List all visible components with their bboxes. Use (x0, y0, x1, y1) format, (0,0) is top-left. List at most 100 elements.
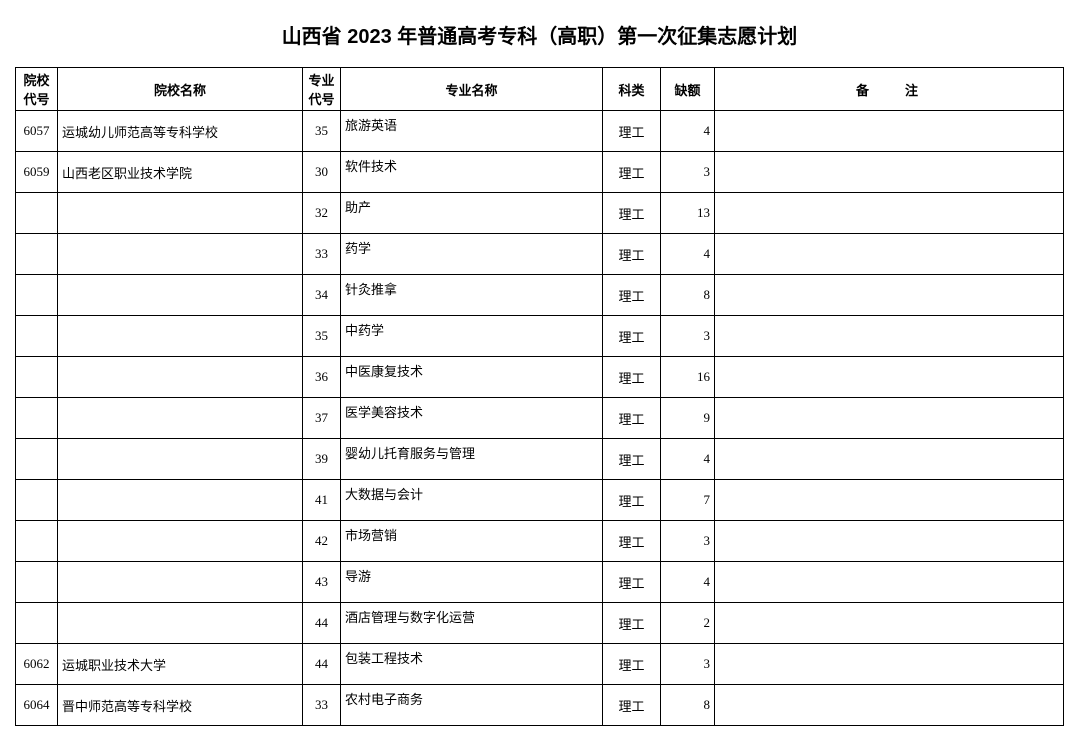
header-vacancy: 缺额 (661, 68, 715, 111)
cell-school-name (58, 603, 303, 644)
cell-school-code (16, 193, 58, 234)
cell-major-code: 37 (303, 398, 341, 439)
cell-major-code: 42 (303, 521, 341, 562)
cell-major-code: 44 (303, 644, 341, 685)
cell-major-code: 35 (303, 316, 341, 357)
table-row: 6064晋中师范高等专科学校33农村电子商务理工8 (16, 685, 1064, 726)
cell-vacancy: 7 (661, 480, 715, 521)
cell-vacancy: 8 (661, 275, 715, 316)
cell-school-code (16, 480, 58, 521)
cell-category: 理工 (603, 275, 661, 316)
table-row: 41大数据与会计理工7 (16, 480, 1064, 521)
cell-major-code: 30 (303, 152, 341, 193)
cell-major-code: 43 (303, 562, 341, 603)
cell-category: 理工 (603, 398, 661, 439)
cell-vacancy: 4 (661, 562, 715, 603)
header-major-name: 专业名称 (341, 68, 603, 111)
cell-school-code (16, 357, 58, 398)
cell-major-name: 药学 (341, 234, 603, 275)
cell-major-code: 34 (303, 275, 341, 316)
cell-major-name: 针灸推拿 (341, 275, 603, 316)
cell-school-name (58, 398, 303, 439)
table-row: 39婴幼儿托育服务与管理理工4 (16, 439, 1064, 480)
header-school-code: 院校代号 (16, 68, 58, 111)
cell-category: 理工 (603, 193, 661, 234)
cell-major-name: 中药学 (341, 316, 603, 357)
table-row: 44酒店管理与数字化运营理工2 (16, 603, 1064, 644)
cell-major-name: 大数据与会计 (341, 480, 603, 521)
cell-school-name (58, 275, 303, 316)
cell-major-name: 农村电子商务 (341, 685, 603, 726)
cell-major-code: 41 (303, 480, 341, 521)
enrollment-table: 院校代号 院校名称 专业代号 专业名称 科类 缺额 备注 6057运城幼儿师范高… (15, 67, 1064, 726)
table-body: 6057运城幼儿师范高等专科学校35旅游英语理工46059山西老区职业技术学院3… (16, 111, 1064, 726)
table-row: 32助产理工13 (16, 193, 1064, 234)
table-row: 6062运城职业技术大学44包装工程技术理工3 (16, 644, 1064, 685)
cell-school-name: 山西老区职业技术学院 (58, 152, 303, 193)
cell-major-code: 44 (303, 603, 341, 644)
table-row: 43导游理工4 (16, 562, 1064, 603)
cell-vacancy: 8 (661, 685, 715, 726)
cell-school-code (16, 275, 58, 316)
cell-major-name: 酒店管理与数字化运营 (341, 603, 603, 644)
cell-vacancy: 13 (661, 193, 715, 234)
cell-remark (715, 685, 1064, 726)
header-school-name: 院校名称 (58, 68, 303, 111)
table-row: 6059山西老区职业技术学院30软件技术理工3 (16, 152, 1064, 193)
cell-major-name: 软件技术 (341, 152, 603, 193)
cell-school-name (58, 562, 303, 603)
table-row: 36中医康复技术理工16 (16, 357, 1064, 398)
cell-major-name: 旅游英语 (341, 111, 603, 152)
cell-vacancy: 9 (661, 398, 715, 439)
cell-school-code: 6057 (16, 111, 58, 152)
cell-remark (715, 644, 1064, 685)
cell-school-name (58, 316, 303, 357)
cell-remark (715, 316, 1064, 357)
cell-remark (715, 275, 1064, 316)
header-category: 科类 (603, 68, 661, 111)
table-row: 34针灸推拿理工8 (16, 275, 1064, 316)
cell-major-code: 32 (303, 193, 341, 234)
cell-school-name (58, 521, 303, 562)
cell-remark (715, 111, 1064, 152)
cell-school-name: 晋中师范高等专科学校 (58, 685, 303, 726)
cell-vacancy: 3 (661, 152, 715, 193)
cell-school-code (16, 398, 58, 439)
header-remark: 备注 (715, 68, 1064, 111)
cell-category: 理工 (603, 685, 661, 726)
cell-remark (715, 398, 1064, 439)
cell-vacancy: 4 (661, 234, 715, 275)
cell-category: 理工 (603, 521, 661, 562)
cell-school-name (58, 480, 303, 521)
cell-school-name (58, 357, 303, 398)
cell-school-name (58, 439, 303, 480)
cell-category: 理工 (603, 111, 661, 152)
cell-category: 理工 (603, 480, 661, 521)
cell-vacancy: 2 (661, 603, 715, 644)
cell-major-name: 中医康复技术 (341, 357, 603, 398)
cell-category: 理工 (603, 316, 661, 357)
cell-major-name: 医学美容技术 (341, 398, 603, 439)
cell-vacancy: 3 (661, 521, 715, 562)
cell-category: 理工 (603, 603, 661, 644)
table-row: 35中药学理工3 (16, 316, 1064, 357)
cell-school-code: 6059 (16, 152, 58, 193)
cell-vacancy: 4 (661, 111, 715, 152)
cell-remark (715, 193, 1064, 234)
cell-school-code (16, 603, 58, 644)
table-row: 33药学理工4 (16, 234, 1064, 275)
cell-vacancy: 16 (661, 357, 715, 398)
table-row: 42市场营销理工3 (16, 521, 1064, 562)
table-row: 37医学美容技术理工9 (16, 398, 1064, 439)
cell-school-code (16, 316, 58, 357)
cell-remark (715, 234, 1064, 275)
cell-school-code: 6064 (16, 685, 58, 726)
cell-remark (715, 603, 1064, 644)
cell-category: 理工 (603, 644, 661, 685)
table-row: 6057运城幼儿师范高等专科学校35旅游英语理工4 (16, 111, 1064, 152)
cell-school-name (58, 234, 303, 275)
cell-vacancy: 3 (661, 644, 715, 685)
cell-school-code (16, 562, 58, 603)
cell-remark (715, 357, 1064, 398)
cell-major-code: 36 (303, 357, 341, 398)
